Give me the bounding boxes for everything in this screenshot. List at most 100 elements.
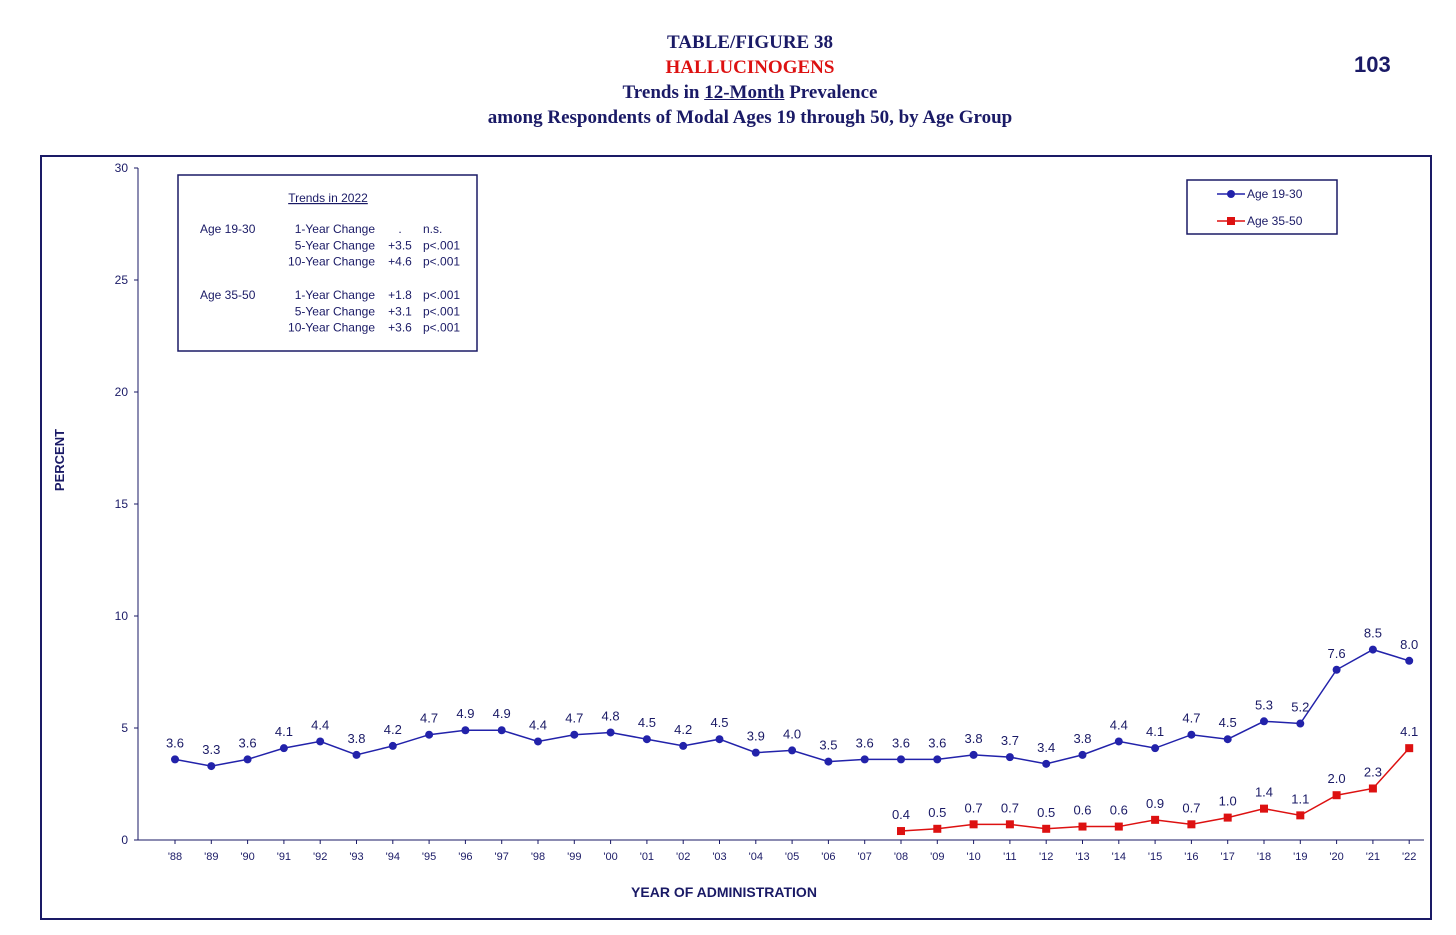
data-label-1: 4.1 xyxy=(275,724,293,739)
data-label-2: 0.7 xyxy=(1182,800,1200,815)
trends-row-value: +3.6 xyxy=(388,321,412,335)
x-tick-label: '12 xyxy=(1039,851,1053,863)
x-tick-label: '01 xyxy=(640,851,654,863)
trends-row-value: . xyxy=(398,222,401,236)
trends-row-value: +3.1 xyxy=(388,304,412,318)
data-point-2 xyxy=(1187,820,1196,829)
figure-drug-title: HALLUCINOGENS xyxy=(665,57,835,78)
x-tick-label: '15 xyxy=(1148,851,1162,863)
chart-frame xyxy=(40,155,1432,920)
data-label-1: 3.7 xyxy=(1001,733,1019,748)
x-tick-label: '99 xyxy=(567,851,581,863)
data-label-2: 0.7 xyxy=(1001,800,1019,815)
legend-label-1: Age 19-30 xyxy=(1247,187,1303,201)
trends-row-label: 1-Year Change xyxy=(295,288,376,302)
data-point-1 xyxy=(715,735,724,744)
trends-row-sig: p<.001 xyxy=(423,321,460,335)
x-tick-label: '18 xyxy=(1257,851,1271,863)
data-label-1: 4.7 xyxy=(420,711,438,726)
x-tick-label: '98 xyxy=(531,851,545,863)
x-tick-label: '14 xyxy=(1112,851,1126,863)
data-point-2 xyxy=(1405,744,1414,753)
data-label-1: 4.1 xyxy=(1146,724,1164,739)
data-point-1 xyxy=(1151,744,1160,753)
y-tick-label: 25 xyxy=(115,273,129,287)
y-tick-label: 10 xyxy=(115,609,129,623)
x-tick-label: '95 xyxy=(422,851,436,863)
x-tick-label: '97 xyxy=(495,851,509,863)
data-label-1: 4.9 xyxy=(493,706,511,721)
subtitle-underlined: 12-Month xyxy=(704,82,785,103)
data-point-1 xyxy=(497,726,506,735)
data-point-2 xyxy=(933,824,942,833)
trends-row-sig: p<.001 xyxy=(423,255,460,269)
data-label-1: 3.6 xyxy=(166,735,184,750)
data-label-1: 4.5 xyxy=(638,715,656,730)
x-tick-label: '92 xyxy=(313,851,327,863)
x-tick-label: '21 xyxy=(1366,851,1380,863)
trends-title: Trends in 2022 xyxy=(288,191,368,205)
data-point-1 xyxy=(425,730,434,739)
data-point-2 xyxy=(1078,822,1087,831)
data-point-1 xyxy=(461,726,470,735)
trends-row-label: 5-Year Change xyxy=(295,304,376,318)
data-point-1 xyxy=(1042,759,1051,768)
data-point-1 xyxy=(352,750,361,759)
data-label-1: 4.9 xyxy=(456,706,474,721)
x-tick-label: '88 xyxy=(168,851,182,863)
data-point-1 xyxy=(388,741,397,750)
figure-description: among Respondents of Modal Ages 19 throu… xyxy=(487,107,1013,128)
data-label-1: 8.5 xyxy=(1364,626,1382,641)
data-label-2: 0.5 xyxy=(1037,805,1055,820)
data-label-1: 3.8 xyxy=(347,731,365,746)
data-point-2 xyxy=(1151,815,1160,824)
x-axis-title: YEAR OF ADMINISTRATION xyxy=(631,884,817,900)
x-tick-label: '04 xyxy=(749,851,763,863)
data-point-1 xyxy=(316,737,325,746)
data-point-1 xyxy=(679,741,688,750)
x-tick-label: '96 xyxy=(458,851,472,863)
data-point-1 xyxy=(1187,730,1196,739)
data-label-1: 8.0 xyxy=(1400,637,1418,652)
trends-row-label: 1-Year Change xyxy=(295,222,376,236)
data-point-1 xyxy=(171,755,179,764)
y-tick-label: 5 xyxy=(121,721,128,735)
data-point-1 xyxy=(1368,645,1377,654)
x-tick-label: '10 xyxy=(966,851,980,863)
data-label-2: 0.4 xyxy=(892,807,910,822)
trends-group-label: Age 19-30 xyxy=(200,222,256,236)
data-label-1: 3.6 xyxy=(892,735,910,750)
data-label-1: 4.0 xyxy=(783,726,801,741)
data-label-2: 2.0 xyxy=(1328,771,1346,786)
data-point-1 xyxy=(1223,735,1232,744)
data-label-1: 4.5 xyxy=(710,715,728,730)
data-label-1: 3.5 xyxy=(819,738,837,753)
data-point-2 xyxy=(1332,791,1341,800)
data-point-2 xyxy=(1114,822,1123,831)
data-point-1 xyxy=(788,746,797,755)
data-label-2: 1.4 xyxy=(1255,785,1273,800)
legend-marker-2 xyxy=(1227,217,1235,225)
trends-row-label: 5-Year Change xyxy=(295,238,376,252)
subtitle-post: Prevalence xyxy=(784,82,878,103)
data-point-1 xyxy=(860,755,869,764)
subtitle-pre: Trends in xyxy=(622,82,705,103)
trends-row-label: 10-Year Change xyxy=(288,321,375,335)
data-label-2: 1.1 xyxy=(1291,791,1309,806)
data-point-1 xyxy=(534,737,542,746)
x-tick-label: '89 xyxy=(204,851,218,863)
data-point-2 xyxy=(1005,820,1014,829)
data-label-1: 3.6 xyxy=(239,735,257,750)
data-point-1 xyxy=(751,748,760,757)
x-tick-label: '06 xyxy=(821,851,835,863)
trends-row-sig: n.s. xyxy=(423,222,442,236)
data-label-1: 3.6 xyxy=(928,735,946,750)
data-label-1: 4.8 xyxy=(602,708,620,723)
data-label-1: 4.2 xyxy=(384,722,402,737)
data-point-1 xyxy=(1114,737,1123,746)
data-label-2: 4.1 xyxy=(1400,724,1418,739)
y-tick-label: 20 xyxy=(115,385,129,399)
data-label-1: 3.8 xyxy=(965,731,983,746)
data-point-1 xyxy=(897,755,905,764)
